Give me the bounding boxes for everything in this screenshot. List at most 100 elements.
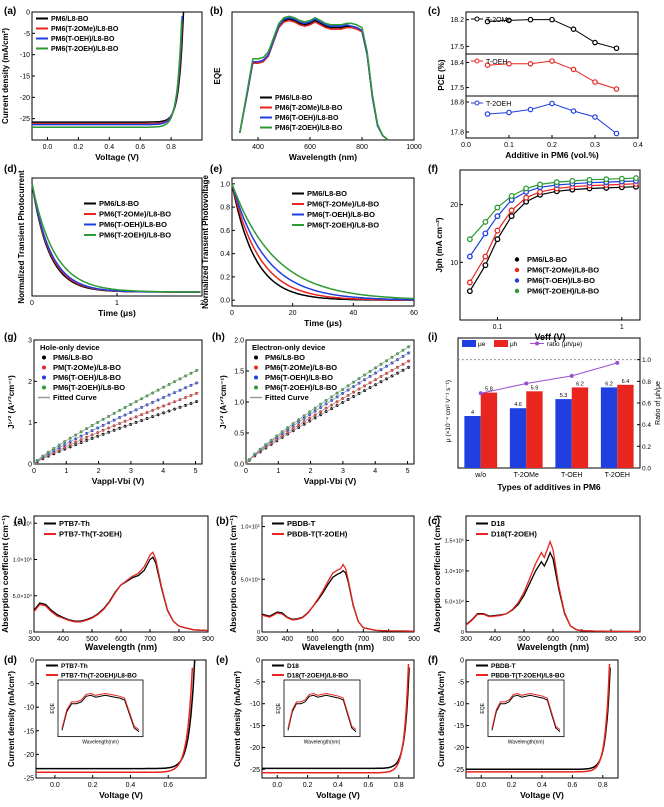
x-tick-label: 0.8 (394, 782, 404, 789)
y-tick-label: -10 (454, 701, 464, 708)
category-label: w/o (474, 472, 486, 479)
legend-entry: PM6(T-2OMe)/L8-BO (307, 200, 379, 209)
legend-entry: PM6(T-2OEH)/L8-BO (265, 383, 337, 392)
y2-tick-label: 0.4 (642, 422, 651, 429)
inset-series-line (287, 694, 357, 733)
legend-marker (42, 365, 46, 370)
legend-entry: PM6/L8-BO (527, 255, 567, 264)
data-point (506, 60, 512, 67)
legend-entry: T-OEH (486, 59, 507, 66)
legend-entry: PM6(T-2OMe)/L8-BO (275, 105, 343, 112)
y-tick-label: -25 (454, 767, 464, 774)
series-line (31, 183, 201, 293)
data-point (527, 16, 534, 23)
data-point (466, 288, 473, 295)
x-axis-label: Time (μs) (304, 318, 342, 328)
legend-marker (254, 385, 258, 390)
plot-frame (33, 339, 203, 465)
data-point (592, 79, 598, 85)
y-tick-label: 0 (26, 10, 30, 17)
data-point (523, 185, 530, 192)
y-tick-label: 5.0×10⁴ (241, 576, 261, 583)
data-point (613, 86, 620, 92)
x-tick-label: 0.2 (88, 782, 98, 789)
x-tick-label: 300 (460, 636, 472, 643)
legend-entry: PM6(T-2OMe)/L8-BO (265, 363, 337, 372)
x-tick-label: 800 (383, 636, 395, 643)
series-line (262, 667, 410, 770)
legend-entry: PM6(T-2OMe)/L8-BO (527, 266, 599, 275)
data-point (484, 18, 491, 25)
panel-label: (e) (216, 655, 228, 666)
x-axis-label: Vappl-Vbi (V) (92, 476, 145, 486)
legend-marker (254, 375, 258, 380)
data-point (466, 236, 473, 243)
data-point (592, 114, 598, 120)
legend-marker (42, 375, 46, 380)
legend-entry: PM6/L8-BO (265, 353, 305, 362)
x-tick-label: 300 (256, 636, 268, 643)
y-tick-label: 0 (29, 630, 32, 636)
x-tick-label: 0.2 (73, 144, 83, 151)
data-point (482, 262, 489, 269)
legend-entry: PM6(T-2OMe)/L8-BO (51, 26, 119, 33)
series-line (32, 11, 185, 123)
data-point (570, 26, 577, 32)
x-tick-label: 0 (32, 468, 36, 475)
y-tick-label: 18.2 (450, 17, 464, 24)
panel-label: (h) (212, 332, 225, 343)
y-axis-label: μ (×10⁻⁴ cm² V⁻¹ s⁻¹) (445, 380, 452, 442)
x-tick-label: 0.1 (493, 324, 503, 331)
y-tick-label: -20 (250, 745, 260, 752)
x-tick-label: 1 (115, 300, 119, 307)
x-tick-label: 0.6 (364, 782, 374, 789)
y2-tick-label: 0.8 (642, 379, 651, 386)
legend-marker (42, 355, 46, 360)
series-line (36, 659, 196, 770)
legend-marker (535, 341, 539, 346)
data-point (527, 106, 534, 113)
x-tick-label: 400 (252, 144, 264, 151)
data-point (633, 175, 639, 182)
y-tick-label: -20 (454, 745, 464, 752)
x-axis-label: Veff (V) (534, 332, 565, 342)
y-tick-label: -5 (254, 679, 260, 686)
legend-marker (514, 267, 520, 273)
y-tick-label: 0.6 (220, 228, 230, 235)
legend-entry: PBDB-T (287, 519, 316, 528)
y-tick-label: 20 (450, 202, 458, 209)
y-tick-label: 1.5 (234, 369, 244, 376)
y-axis-label: Current density (mA/cm²) (7, 671, 16, 767)
chart-panel-14: 0.0 0.2 0.4 0.6 0.8 0 -5 -10 -15 -20 -25 Voltage (V… (428, 655, 619, 800)
x-tick-label: 0.6 (568, 782, 578, 789)
y-tick-label: 1.0×10⁵ (241, 524, 260, 531)
y-tick-label: 0.2 (220, 274, 230, 281)
legend-entry: PTB7-Th (61, 663, 88, 670)
legend-entry: PM6(T-OEH)/L8-BO (51, 36, 115, 43)
x-tick-label: 500 (518, 636, 530, 643)
legend-entry: PM6/L8-BO (275, 95, 313, 102)
x-axis-label: Wavelength (nm) (85, 642, 157, 652)
x-tick-label: 0.1 (504, 142, 514, 149)
chart-panel-12: 0.0 0.2 0.4 0.6 0 -5 -10 -15 -20 -25 Voltage (V) Cu… (4, 655, 207, 800)
series-line (33, 556, 209, 632)
series-line (32, 19, 183, 128)
y2-tick-label: 1.0 (642, 357, 651, 364)
chart-panel-0: 0.0 0.2 0.4 0.6 0.8 0 -5 -10 -15 -20 -25 Voltage (V… (1, 6, 203, 162)
y-tick-label: 0 (28, 462, 32, 469)
data-point (466, 279, 473, 286)
plot-frame (231, 177, 415, 307)
x-axis-label: Voltage (V) (99, 790, 143, 800)
y-tick-label: 17.5 (450, 85, 464, 92)
chart-panel-1: (b) 400 600 800 1000 Wavelength (nm) EQE PM6/L8… (210, 6, 422, 162)
fitted-curve (33, 369, 199, 465)
series-line (465, 539, 641, 633)
panel-label: (b) (210, 6, 223, 17)
inset-frame (487, 679, 565, 738)
series-line (231, 183, 414, 301)
y-tick-label: 0.5 (234, 431, 244, 438)
legend-entry: PM6(T-2OEH)/L8-BO (99, 231, 171, 240)
x-tick-label: 0 (244, 468, 248, 475)
bar-label: 5.3 (560, 393, 568, 399)
y-tick-label: 1.0×10⁵ (445, 568, 464, 575)
